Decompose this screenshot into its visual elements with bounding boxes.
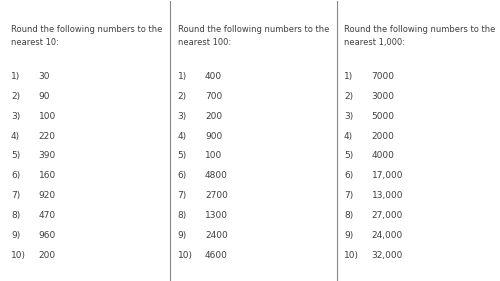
Text: 30: 30	[38, 72, 50, 81]
Text: 24,000: 24,000	[372, 231, 403, 240]
Text: 4600: 4600	[205, 251, 228, 260]
Text: 2700: 2700	[205, 191, 228, 200]
Text: 100: 100	[38, 112, 56, 121]
Text: 90: 90	[38, 92, 50, 101]
Text: 9): 9)	[11, 231, 20, 240]
Text: 7): 7)	[344, 191, 353, 200]
Text: 1300: 1300	[205, 211, 228, 220]
Text: 8): 8)	[11, 211, 20, 220]
Text: 4): 4)	[178, 132, 186, 140]
Text: 390: 390	[38, 151, 56, 160]
Text: 7000: 7000	[372, 72, 394, 81]
Text: 3): 3)	[11, 112, 20, 121]
Text: 4): 4)	[11, 132, 20, 140]
Text: 5): 5)	[11, 151, 20, 160]
Text: 5): 5)	[344, 151, 353, 160]
Text: 13,000: 13,000	[372, 191, 403, 200]
Text: 6): 6)	[11, 171, 20, 180]
Text: 920: 920	[38, 191, 56, 200]
Text: 3): 3)	[178, 112, 187, 121]
Text: 10): 10)	[178, 251, 192, 260]
Text: 700: 700	[205, 92, 222, 101]
Text: 1): 1)	[178, 72, 187, 81]
Text: 4000: 4000	[372, 151, 394, 160]
Text: 100: 100	[205, 151, 222, 160]
Text: 6): 6)	[178, 171, 187, 180]
Text: 900: 900	[205, 132, 222, 140]
Text: 5): 5)	[178, 151, 187, 160]
Text: 4800: 4800	[205, 171, 228, 180]
Text: 9): 9)	[344, 231, 353, 240]
Text: 1): 1)	[11, 72, 20, 81]
Text: 160: 160	[38, 171, 56, 180]
Text: 7): 7)	[11, 191, 20, 200]
Text: 200: 200	[38, 251, 56, 260]
Text: 220: 220	[38, 132, 56, 140]
Text: 400: 400	[205, 72, 222, 81]
Text: 9): 9)	[178, 231, 187, 240]
Text: 3000: 3000	[372, 92, 394, 101]
Text: 2): 2)	[344, 92, 353, 101]
Text: 3): 3)	[344, 112, 353, 121]
Text: 5000: 5000	[372, 112, 394, 121]
Text: 960: 960	[38, 231, 56, 240]
Text: 27,000: 27,000	[372, 211, 403, 220]
Text: 10): 10)	[344, 251, 359, 260]
Text: 8): 8)	[178, 211, 187, 220]
Text: 8): 8)	[344, 211, 353, 220]
Text: 2): 2)	[11, 92, 20, 101]
Text: 32,000: 32,000	[372, 251, 403, 260]
Text: 470: 470	[38, 211, 56, 220]
Text: 4): 4)	[344, 132, 353, 140]
Text: 10): 10)	[11, 251, 26, 260]
Text: Round the following numbers to the
nearest 10:: Round the following numbers to the neare…	[11, 25, 162, 47]
Text: 1): 1)	[344, 72, 353, 81]
Text: 7): 7)	[178, 191, 187, 200]
Text: 2000: 2000	[372, 132, 394, 140]
Text: 2): 2)	[178, 92, 186, 101]
Text: Round the following numbers to the
nearest 1,000:: Round the following numbers to the neare…	[344, 25, 496, 47]
Text: Round the following numbers to the
nearest 100:: Round the following numbers to the neare…	[178, 25, 329, 47]
Text: 200: 200	[205, 112, 222, 121]
Text: 6): 6)	[344, 171, 353, 180]
Text: 17,000: 17,000	[372, 171, 403, 180]
Text: 2400: 2400	[205, 231, 228, 240]
